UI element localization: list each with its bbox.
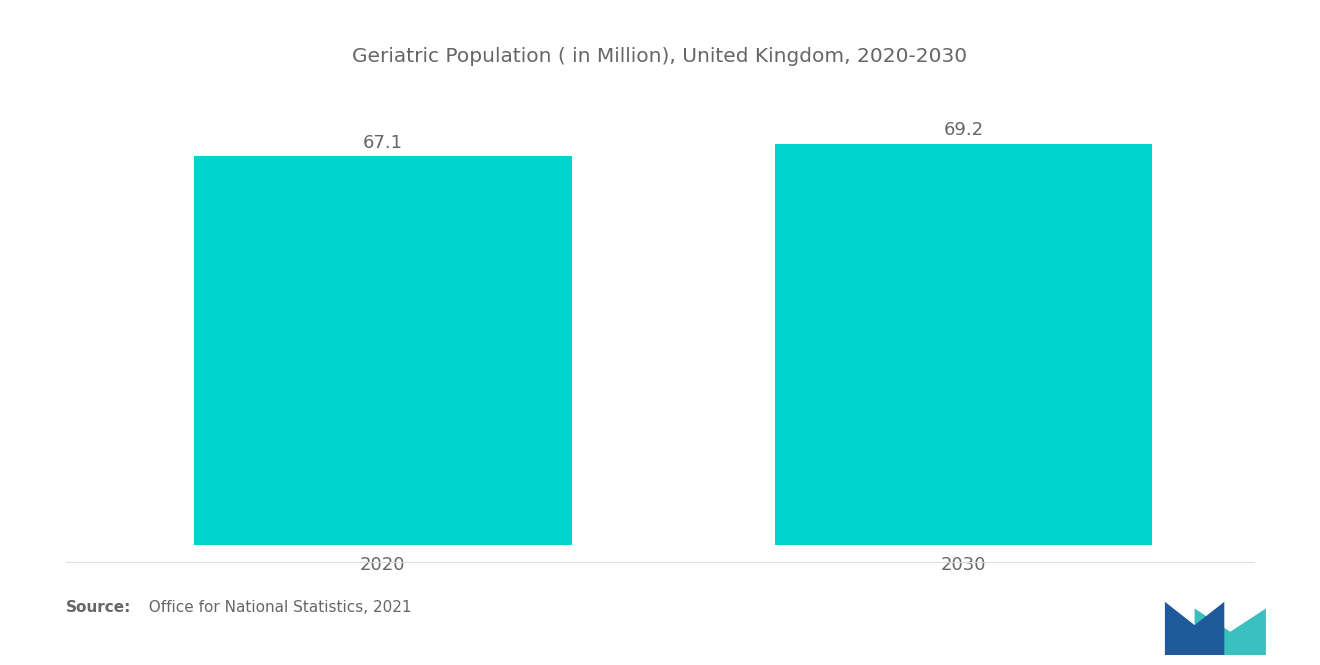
Text: Geriatric Population ( in Million), United Kingdom, 2020-2030: Geriatric Population ( in Million), Unit… <box>352 47 968 66</box>
Polygon shape <box>1166 602 1225 655</box>
Text: 67.1: 67.1 <box>363 134 403 152</box>
Text: Office for National Statistics, 2021: Office for National Statistics, 2021 <box>139 600 411 615</box>
Polygon shape <box>1195 608 1266 655</box>
Bar <box>775 144 1152 545</box>
Bar <box>194 156 572 545</box>
Text: Source:: Source: <box>66 600 132 615</box>
Text: 69.2: 69.2 <box>944 122 983 140</box>
